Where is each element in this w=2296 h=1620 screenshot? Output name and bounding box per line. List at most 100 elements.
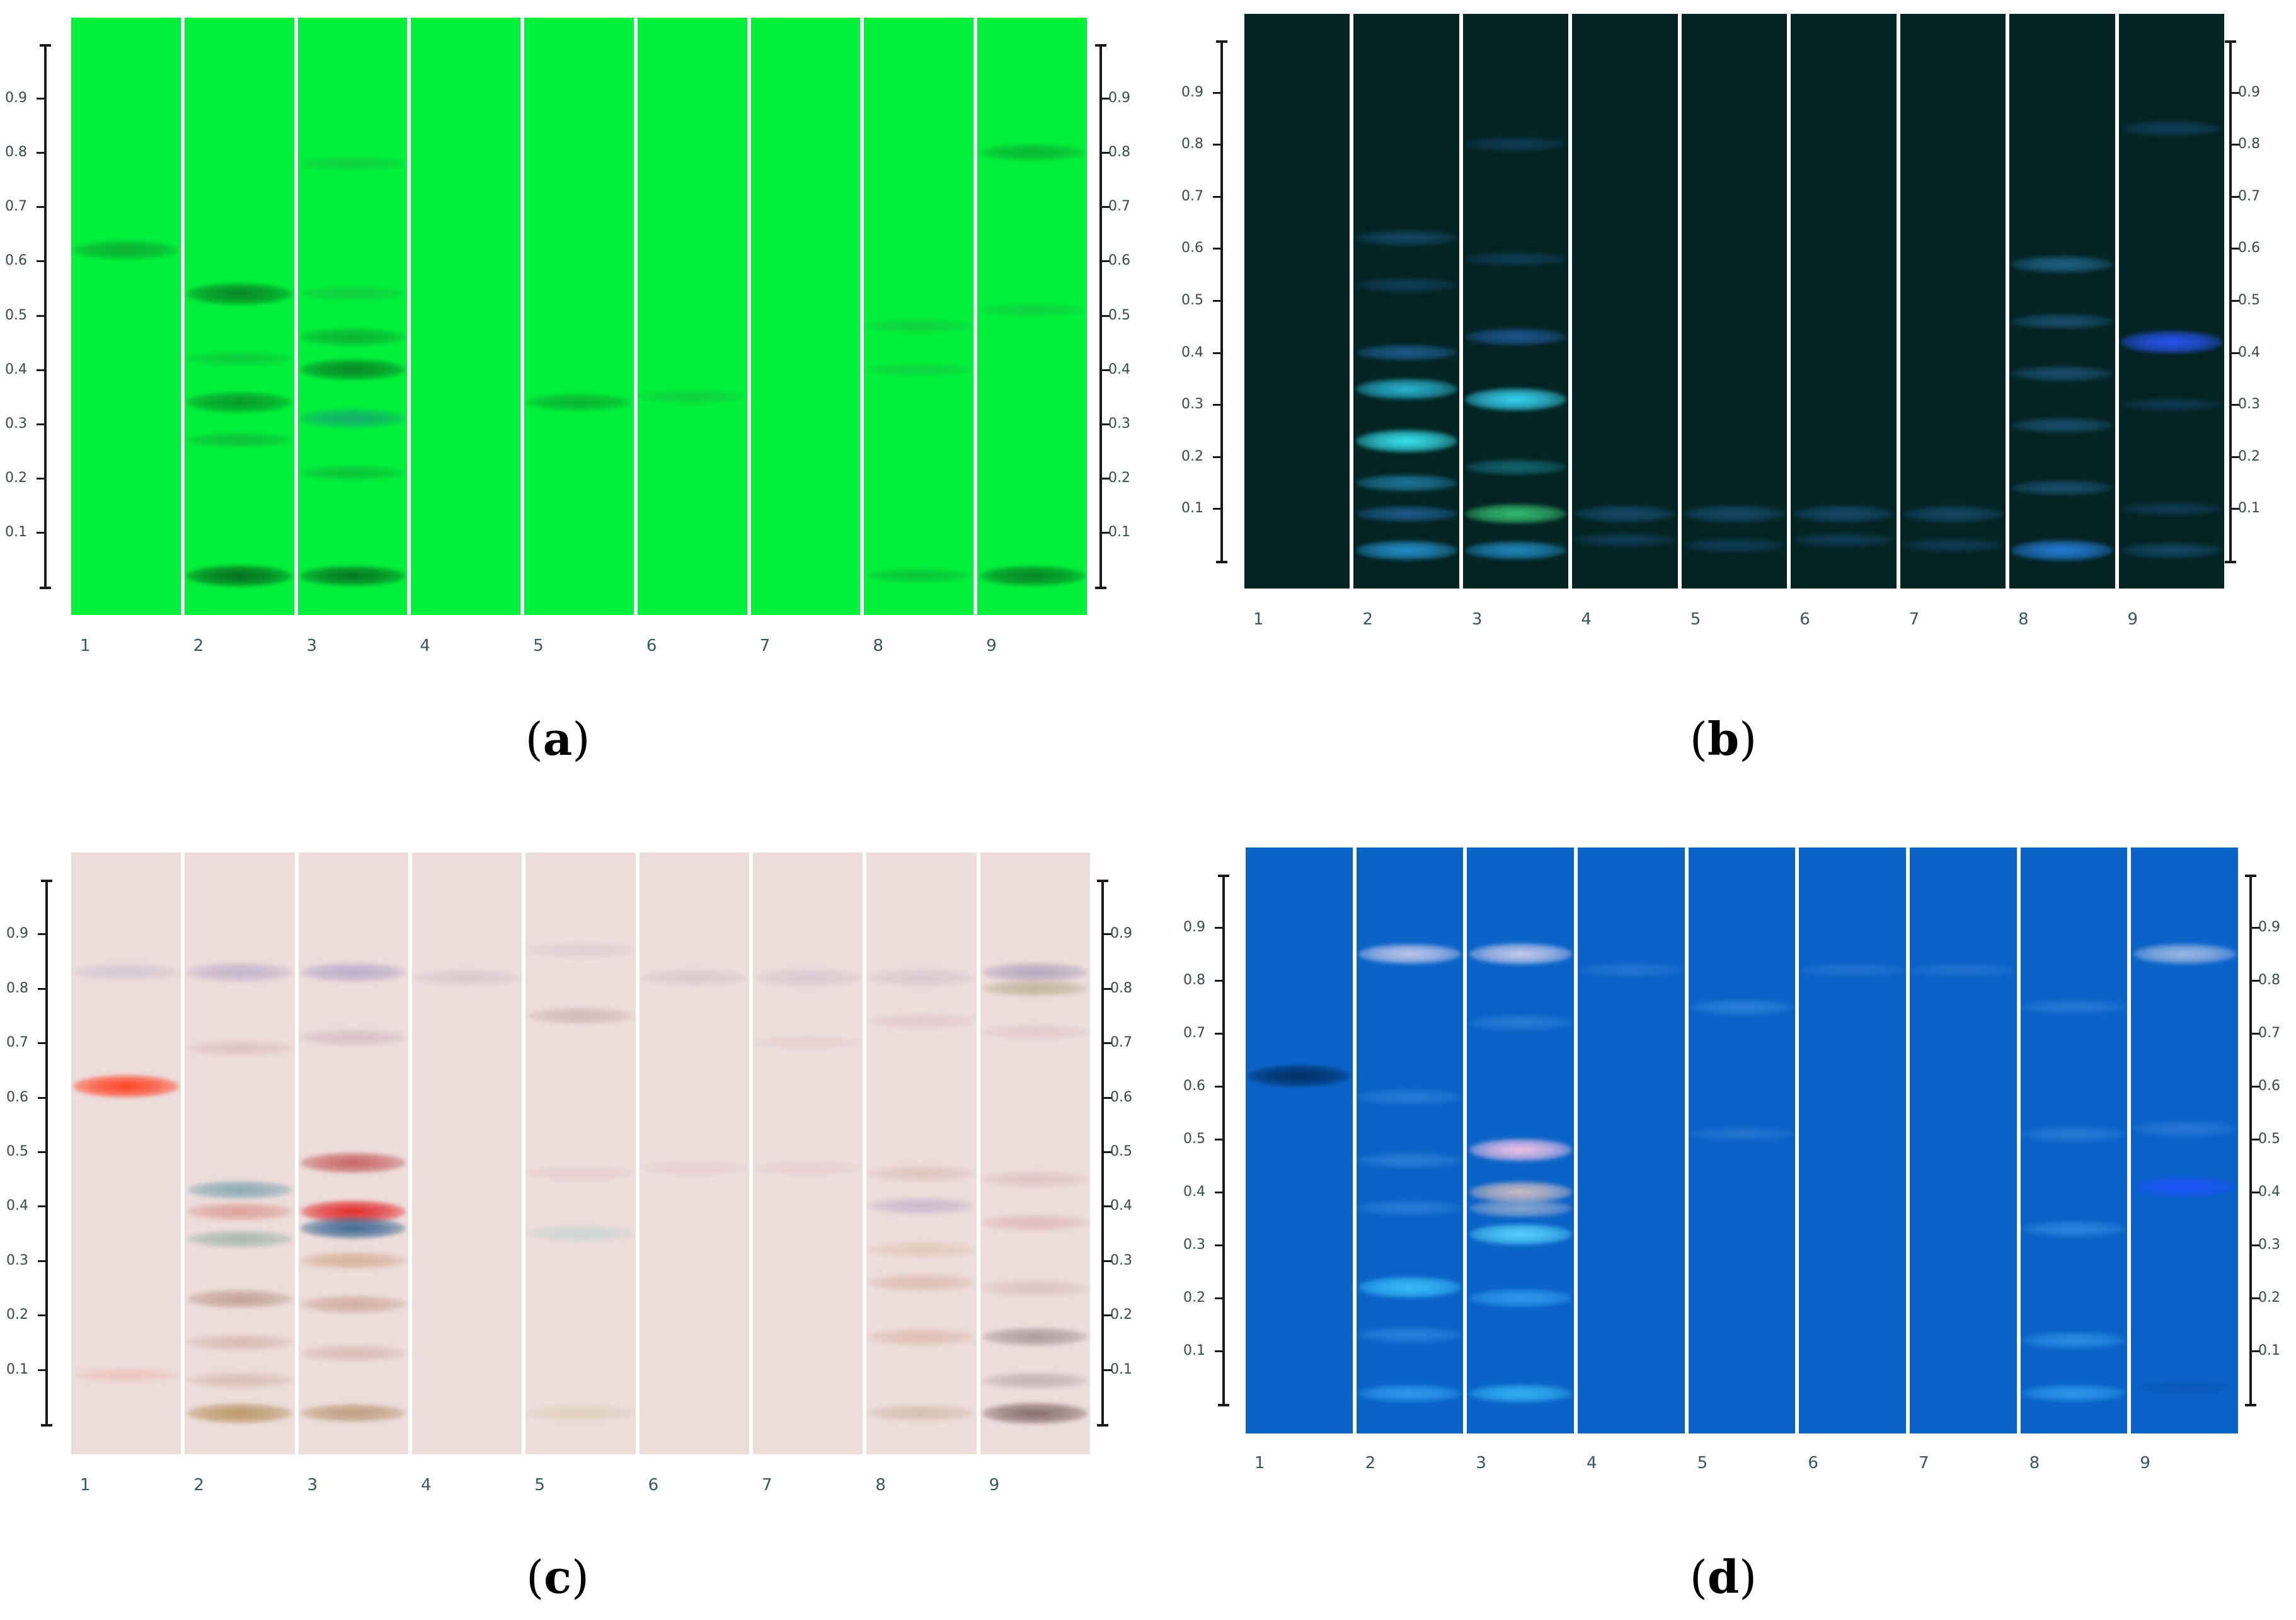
band-d-2-3 <box>1358 1152 1461 1169</box>
band-a-3-5 <box>300 409 405 428</box>
rf-tick-right-b <box>2230 508 2239 510</box>
band-b-2-5 <box>1355 430 1457 453</box>
rf-tick-right-b <box>2230 144 2239 146</box>
lane-a-2 <box>184 18 294 615</box>
lane-number-b-7: 7 <box>1909 610 1920 629</box>
band-c-8-8 <box>868 1405 975 1422</box>
rf-tick-label-left-b: 0.7 <box>1181 188 1203 204</box>
rf-tick-right-b <box>2230 456 2239 458</box>
rf-tick-label-right-a: 0.1 <box>1108 524 1130 540</box>
lane-number-c-4: 4 <box>421 1476 432 1495</box>
band-d-9-1 <box>2133 943 2236 965</box>
rf-tick-left-c <box>38 1151 47 1153</box>
rf-tick-right-d <box>2251 1086 2259 1088</box>
rf-tick-label-left-b: 0.5 <box>1181 292 1203 308</box>
rf-tick-left-c <box>38 933 47 936</box>
band-c-9-6 <box>982 1280 1088 1296</box>
rf-axis-cap-right-a-0 <box>1095 44 1106 47</box>
rf-tick-left-a <box>37 260 45 263</box>
band-b-5-2 <box>1684 537 1785 553</box>
band-a-9-1 <box>979 144 1085 161</box>
rf-tick-label-right-a: 0.4 <box>1108 361 1130 377</box>
rf-tick-label-left-d: 0.2 <box>1183 1290 1205 1306</box>
lane-c-1 <box>71 853 181 1454</box>
band-b-3-2 <box>1465 252 1566 266</box>
lane-number-d-3: 3 <box>1476 1454 1486 1473</box>
tlc-plate-a <box>71 18 1087 615</box>
rf-axis-cap-right-d-0 <box>2245 875 2256 877</box>
rf-tick-label-left-d: 0.7 <box>1183 1025 1205 1041</box>
rf-tick-left-c <box>38 1096 47 1099</box>
band-b-2-1 <box>1355 230 1457 246</box>
lane-d-4 <box>1578 847 1685 1433</box>
lane-number-d-7: 7 <box>1919 1454 1929 1473</box>
band-c-3-6 <box>301 1252 406 1270</box>
rf-tick-label-right-a: 0.7 <box>1108 198 1130 215</box>
rf-tick-label-left-a: 0.2 <box>5 469 27 486</box>
lane-c-4 <box>412 853 522 1454</box>
rf-tick-label-left-d: 0.4 <box>1183 1184 1205 1200</box>
band-a-2-1 <box>187 282 292 305</box>
band-d-2-2 <box>1358 1089 1461 1105</box>
band-a-8-1 <box>866 319 972 333</box>
rf-tick-label-left-c: 0.3 <box>6 1252 28 1268</box>
rf-tick-label-left-b: 0.9 <box>1181 84 1203 100</box>
rf-tick-label-right-c: 0.9 <box>1110 926 1132 942</box>
band-c-2-4 <box>187 1203 293 1221</box>
rf-axis-left-b <box>1220 40 1223 561</box>
band-c-8-7 <box>868 1328 975 1345</box>
band-b-9-5 <box>2120 542 2222 558</box>
band-c-3-2 <box>301 1030 406 1046</box>
lane-a-4 <box>411 18 521 615</box>
lane-number-a-1: 1 <box>80 636 91 655</box>
rf-tick-left-a <box>37 206 45 209</box>
lane-number-a-5: 5 <box>533 636 544 655</box>
lane-number-d-9: 9 <box>2140 1454 2150 1473</box>
rf-tick-label-left-b: 0.1 <box>1181 500 1203 517</box>
rf-axis-cap-left-b-1 <box>1216 561 1227 563</box>
rf-tick-left-c <box>38 1042 47 1045</box>
rf-tick-label-left-d: 0.1 <box>1183 1343 1205 1359</box>
band-c-8-6 <box>868 1273 975 1291</box>
band-b-2-8 <box>1355 540 1457 561</box>
rf-tick-right-a <box>1101 531 1110 534</box>
rf-tick-label-right-c: 0.5 <box>1110 1144 1132 1159</box>
rf-tick-left-d <box>1215 1086 1224 1088</box>
band-b-4-2 <box>1574 532 1676 548</box>
rf-tick-label-left-c: 0.4 <box>6 1198 28 1214</box>
band-a-2-2 <box>187 352 292 365</box>
caption-c: (c) <box>525 1550 590 1604</box>
band-d-8-3 <box>2023 1221 2125 1238</box>
rf-tick-label-right-c: 0.8 <box>1110 980 1132 996</box>
band-d-2-5 <box>1358 1277 1461 1299</box>
band-c-2-5 <box>187 1230 293 1248</box>
band-b-2-3 <box>1355 345 1457 361</box>
rf-tick-right-d <box>2251 980 2259 982</box>
rf-tick-right-a <box>1101 260 1110 263</box>
rf-tick-label-left-a: 0.9 <box>5 90 27 106</box>
rf-tick-label-left-d: 0.5 <box>1183 1131 1205 1147</box>
lane-b-8 <box>2009 14 2115 589</box>
band-c-2-9 <box>187 1403 293 1423</box>
band-d-3-2 <box>1469 1015 1572 1031</box>
rf-tick-label-right-d: 0.1 <box>2258 1343 2280 1359</box>
rf-tick-label-right-b: 0.9 <box>2238 84 2260 100</box>
rf-tick-left-b <box>1213 144 1222 146</box>
band-c-8-5 <box>868 1242 975 1258</box>
band-c-9-2 <box>982 980 1088 997</box>
lane-number-a-2: 2 <box>193 636 204 655</box>
rf-tick-left-b <box>1213 404 1222 406</box>
band-b-3-5 <box>1465 459 1566 475</box>
rf-tick-right-b <box>2230 404 2239 406</box>
band-b-7-1 <box>1902 505 2004 522</box>
rf-tick-label-right-d: 0.7 <box>2258 1025 2280 1041</box>
lane-c-2 <box>185 853 295 1454</box>
rf-tick-label-left-a: 0.3 <box>5 415 27 432</box>
lane-number-c-6: 6 <box>648 1476 659 1495</box>
lane-number-c-8: 8 <box>875 1476 886 1495</box>
band-a-8-3 <box>866 569 972 583</box>
band-c-8-1 <box>868 969 975 986</box>
rf-tick-left-a <box>37 423 45 425</box>
band-b-3-1 <box>1465 137 1566 152</box>
band-c-9-4 <box>982 1171 1088 1187</box>
